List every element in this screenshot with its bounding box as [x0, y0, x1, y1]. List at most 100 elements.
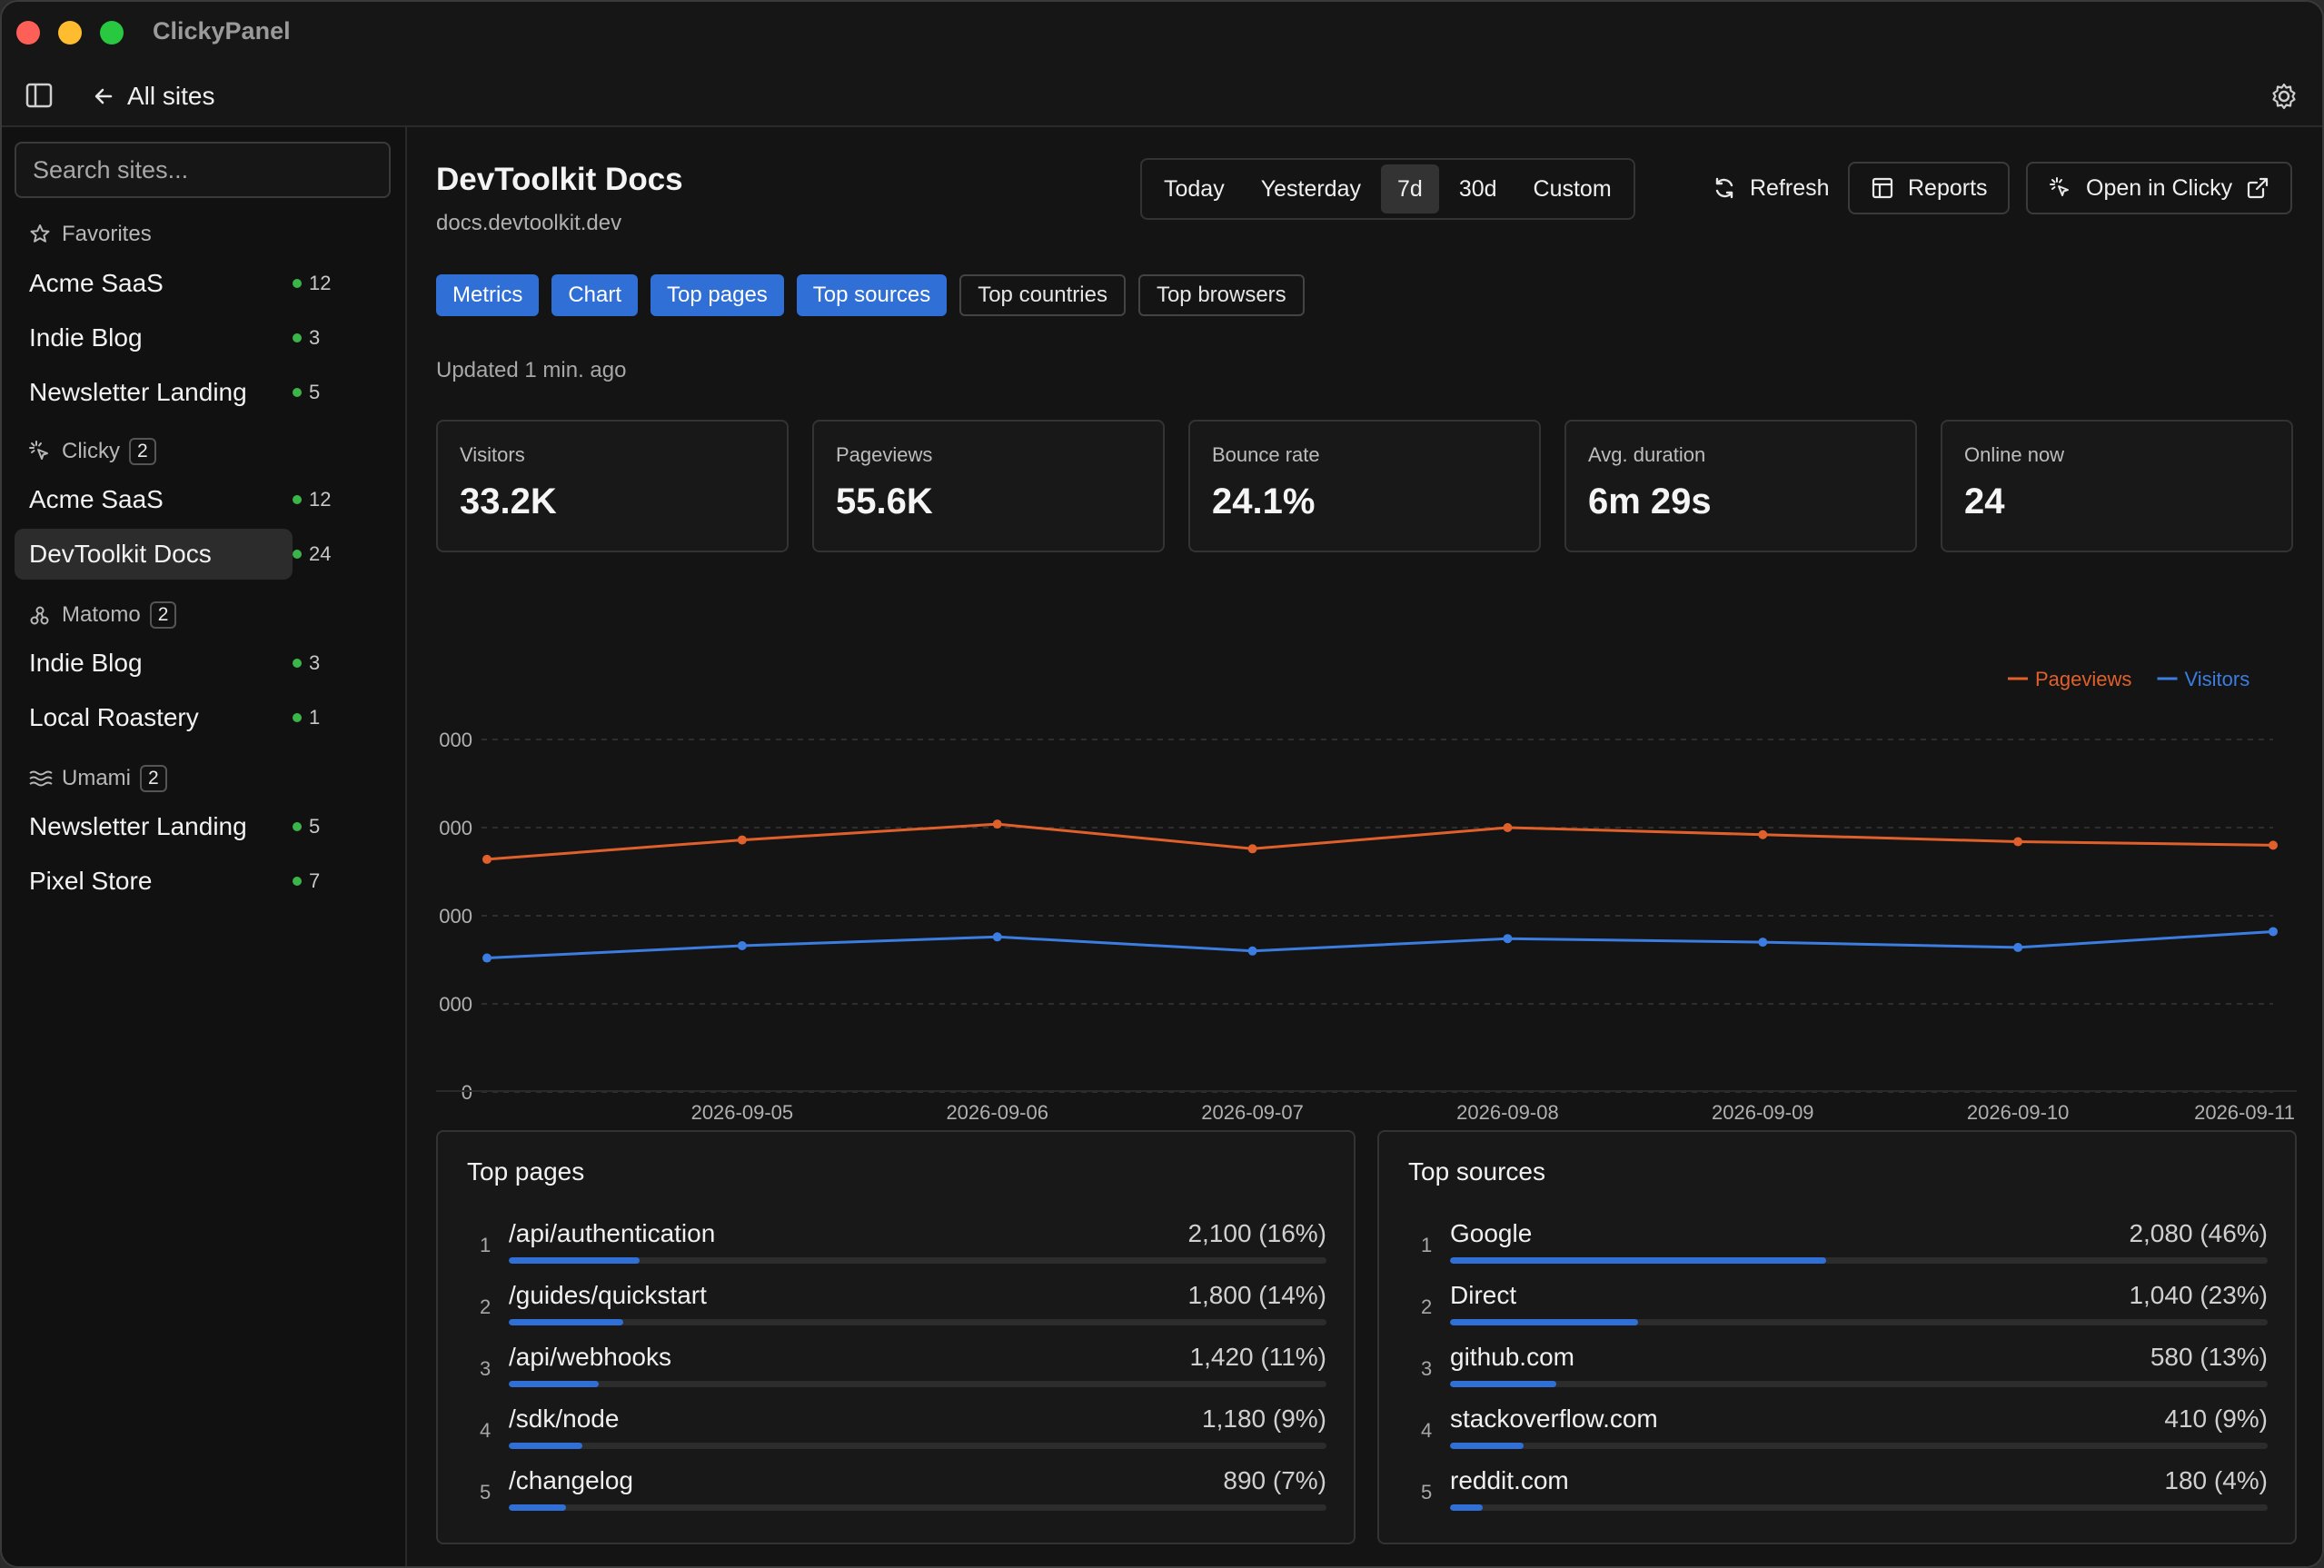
chip-chart[interactable]: Chart	[551, 274, 639, 316]
settings-button[interactable]	[2269, 82, 2299, 111]
zoom-window-button[interactable]	[100, 21, 124, 45]
data-point	[2013, 942, 2023, 952]
metric-value: 55.6K	[836, 481, 933, 521]
sidebar-site-indie-blog[interactable]: Indie Blog	[15, 313, 293, 363]
series-line-pageviews	[486, 822, 2274, 861]
data-point	[482, 854, 492, 864]
data-point	[737, 940, 747, 950]
y-tick-label: 000	[439, 729, 472, 751]
range-30d-button[interactable]: 30d	[1458, 175, 1497, 202]
site-name: Pixel Store	[29, 867, 153, 895]
title-bar: ClickyPanel	[2, 2, 2322, 64]
all-sites-back-button[interactable]: All sites	[93, 78, 214, 114]
row-rank: 4	[480, 1419, 492, 1442]
metrics-row: Visitors 33.2K Pageviews 55.6K Bounce ra…	[436, 420, 2293, 552]
list-item[interactable]: 1 Google 2,080 (46%)	[1408, 1219, 2268, 1274]
reports-button[interactable]: Reports	[1848, 162, 2010, 214]
matomo-icon	[30, 606, 49, 625]
chip-top-countries[interactable]: Top countries	[959, 274, 1126, 316]
share-bar-track	[509, 1504, 1326, 1511]
online-dot	[293, 877, 302, 886]
last-updated-text: Updated 1 min. ago	[436, 358, 627, 382]
sidebar-site-indie-blog[interactable]: Indie Blog	[15, 638, 293, 689]
site-name: Indie Blog	[29, 323, 143, 352]
app-title: ClickyPanel	[153, 17, 291, 45]
data-point	[1758, 938, 1768, 948]
site-name: Newsletter Landing	[29, 812, 247, 840]
metric-label: Avg. duration	[1588, 443, 1706, 466]
data-point	[2269, 927, 2278, 937]
gear-icon	[2272, 83, 2296, 110]
group-count-badge: 2	[149, 601, 177, 629]
sidebar-site-newsletter-landing[interactable]: Newsletter Landing	[15, 801, 293, 852]
range-today-button[interactable]: Today	[1164, 175, 1225, 202]
metric-card-online-now: Online now 24	[1941, 420, 2293, 552]
refresh-icon	[1715, 177, 1733, 199]
row-value: 2,100 (16%)	[1187, 1219, 1326, 1247]
site-name: Local Roastery	[29, 703, 199, 731]
sidebar-site-devtoolkit-docs[interactable]: DevToolkit Docs	[15, 529, 293, 580]
y-tick-label: 0	[462, 1081, 472, 1104]
sidebar-icon	[25, 83, 53, 108]
close-window-button[interactable]	[16, 21, 40, 45]
site-count-value: 24	[309, 542, 332, 565]
share-bar-fill	[1450, 1257, 1826, 1264]
date-range-selector: Today Yesterday 7d 30d Custom	[1140, 158, 1635, 220]
share-bar-fill	[509, 1319, 623, 1325]
data-point	[1503, 823, 1513, 832]
sidebar: Favorites Acme SaaS 12 Indie Blog 3 News…	[2, 127, 407, 1566]
chip-top-browsers[interactable]: Top browsers	[1137, 274, 1305, 316]
x-tick-label: 2026-09-11	[2194, 1101, 2295, 1124]
list-item[interactable]: 2/guides/quickstart 1,800 (14%)	[467, 1281, 1326, 1335]
clicky-icon	[29, 441, 48, 460]
sidebar-site-pixel-store[interactable]: Pixel Store	[15, 856, 293, 907]
search-sites-input[interactable]	[15, 142, 391, 198]
metric-card-visitors: Visitors 33.2K	[436, 420, 789, 552]
metric-label: Pageviews	[836, 443, 933, 466]
range-7d-button[interactable]: 7d	[1381, 164, 1439, 213]
data-point	[2013, 837, 2023, 847]
range-custom-button[interactable]: Custom	[1533, 175, 1612, 202]
list-item[interactable]: 4 stackoverflow.com 410 (9%)	[1408, 1404, 2268, 1459]
metric-value: 33.2K	[460, 481, 557, 521]
list-item[interactable]: 1/api/authentication 2,100 (16%)	[467, 1219, 1326, 1274]
row-rank: 5	[480, 1481, 492, 1503]
list-item[interactable]: 5 reddit.com 180 (4%)	[1408, 1466, 2268, 1521]
sidebar-site-acme-saas[interactable]: Acme SaaS	[15, 258, 293, 309]
row-label: /api/webhooks	[509, 1343, 672, 1371]
share-bar-fill	[509, 1381, 599, 1387]
group-name: Favorites	[62, 222, 152, 246]
sidebar-site-local-roastery[interactable]: Local Roastery	[15, 692, 293, 743]
refresh-button[interactable]: Refresh	[1692, 162, 1850, 214]
row-rank: 2	[1421, 1295, 1433, 1318]
sidebar-site-newsletter-landing[interactable]: Newsletter Landing	[15, 367, 293, 418]
external-link-icon	[2248, 177, 2269, 199]
x-tick-label: 2026-09-10	[1967, 1101, 2070, 1124]
panel-title: Top sources	[1408, 1157, 1545, 1186]
minimize-window-button[interactable]	[58, 21, 82, 45]
row-label: /guides/quickstart	[509, 1281, 707, 1309]
list-item[interactable]: 2 Direct 1,040 (23%)	[1408, 1281, 2268, 1335]
site-count-value: 7	[309, 869, 321, 892]
site-name: Indie Blog	[29, 649, 143, 677]
metric-value: 24.1%	[1212, 481, 1316, 521]
section-toggle-chips: Metrics Chart Top pages Top sources Top …	[436, 274, 1305, 316]
site-name: Newsletter Landing	[29, 378, 247, 406]
row-value: 180 (4%)	[2164, 1466, 2268, 1494]
sidebar-toggle-button[interactable]	[25, 83, 53, 108]
list-item[interactable]: 3 github.com 580 (13%)	[1408, 1343, 2268, 1397]
row-rank: 1	[480, 1234, 492, 1256]
chip-metrics[interactable]: Metrics	[436, 274, 540, 316]
sidebar-site-acme-saas[interactable]: Acme SaaS	[15, 474, 293, 525]
list-item[interactable]: 4/sdk/node 1,180 (9%)	[467, 1404, 1326, 1459]
open-in-clicky-button[interactable]: Open in Clicky	[2026, 162, 2293, 214]
list-item[interactable]: 3/api/webhooks 1,420 (11%)	[467, 1343, 1326, 1397]
chip-top-pages[interactable]: Top pages	[651, 274, 784, 316]
list-item[interactable]: 5/changelog 890 (7%)	[467, 1466, 1326, 1521]
site-online-count: 5	[293, 367, 392, 418]
row-label: /sdk/node	[509, 1404, 620, 1433]
site-name: DevToolkit Docs	[29, 540, 212, 568]
chip-top-sources[interactable]: Top sources	[796, 274, 948, 316]
range-yesterday-button[interactable]: Yesterday	[1260, 175, 1361, 202]
